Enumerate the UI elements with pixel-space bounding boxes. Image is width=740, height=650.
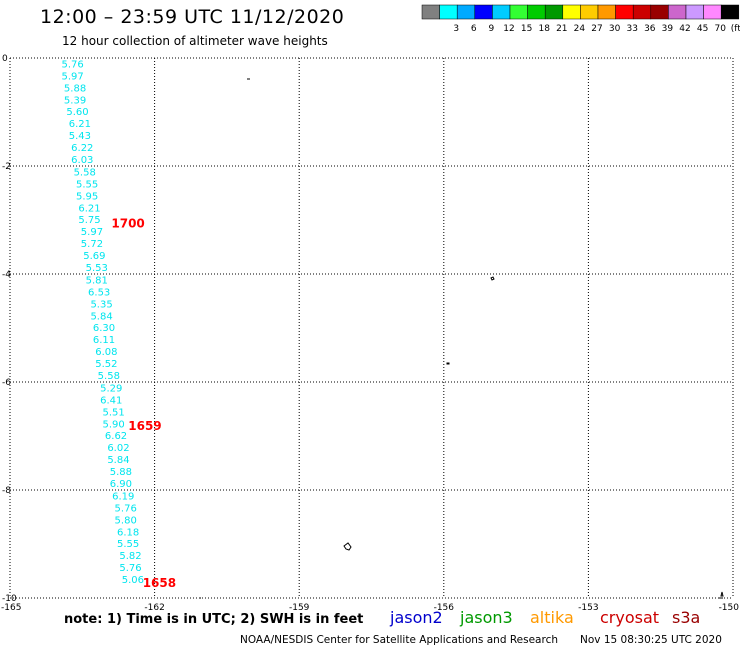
wave-height-value: 5.75: [78, 215, 100, 226]
legend-swatch: [720, 4, 740, 20]
x-tick-label: -162: [144, 603, 164, 613]
island: [343, 542, 352, 551]
legend-label: 42: [679, 24, 690, 34]
wave-height-value: 6.62: [105, 431, 127, 442]
island: [719, 591, 724, 599]
wave-height-value: 5.69: [83, 251, 105, 262]
island-outlines: [199, 78, 724, 599]
legend-label: 36: [644, 24, 656, 34]
legend-label: 39: [662, 24, 674, 34]
island: [446, 362, 450, 365]
legend-label: 33: [626, 24, 637, 34]
wave-height-value: 5.95: [76, 192, 98, 203]
generation-timestamp: Nov 15 08:30:25 UTC 2020: [580, 634, 722, 646]
wave-height-value: 6.21: [69, 119, 91, 130]
wave-height-value: 5.60: [66, 107, 88, 118]
wave-height-value: 5.76: [119, 563, 141, 574]
legend-label: 30: [609, 24, 621, 34]
y-tick-label: 0: [2, 54, 8, 64]
wave-height-value: 5.80: [115, 516, 137, 527]
credit-line: NOAA/NESDIS Center for Satellite Applica…: [240, 634, 558, 646]
wave-height-value: 5.76: [62, 59, 84, 70]
wave-height-value: 6.18: [117, 528, 139, 539]
wave-height-value: 5.81: [86, 275, 108, 286]
legend-label: 15: [521, 24, 532, 34]
wave-height-value: 5.84: [107, 455, 129, 466]
wave-height-value: 5.53: [86, 263, 108, 274]
satellite-s3a: s3a: [672, 608, 701, 627]
legend-label: 3: [453, 24, 459, 34]
wave-height-value: 6.21: [78, 204, 100, 215]
wave-height-value: 5.43: [69, 131, 91, 142]
x-tick-label: -159: [289, 603, 310, 613]
legend-label: 21: [556, 24, 567, 34]
wave-height-value: 5.76: [115, 503, 137, 514]
legend-label: 24: [574, 24, 586, 34]
map-title: 12:00 – 23:59 UTC 11/12/2020: [40, 6, 345, 28]
wave-height-value: 6.41: [100, 395, 122, 406]
wave-height-value: 5.29: [100, 383, 122, 394]
wave-height-value: 5.84: [90, 312, 112, 323]
altimeter-track: 5.765.975.885.395.606.215.436.226.035.58…: [62, 59, 145, 586]
legend-label: 45: [697, 24, 708, 34]
wave-height-value: 5.82: [119, 551, 141, 562]
satellite-jason2: jason2: [390, 608, 443, 627]
x-tick-label: -153: [578, 603, 598, 613]
x-tick-label: -150: [719, 603, 740, 613]
wave-height-value: 5.06: [122, 575, 144, 586]
wave-height-value: 6.22: [71, 143, 93, 154]
legend-label: 27: [591, 24, 602, 34]
wave-height-value: 5.52: [95, 359, 117, 370]
legend-label: 9: [489, 24, 495, 34]
y-tick-label: -6: [2, 378, 11, 388]
satellite-jason3: jason3: [460, 608, 513, 627]
wave-height-value: 5.55: [76, 179, 98, 190]
wave-height-value: 5.88: [110, 467, 132, 478]
y-tick-label: -2: [2, 162, 11, 172]
satellite-altika: altika: [530, 608, 574, 627]
wave-height-value: 5.88: [64, 84, 86, 95]
island: [490, 276, 495, 281]
wave-height-value: 5.55: [117, 539, 139, 550]
map-grid: [9, 57, 734, 599]
x-tick-label: -165: [1, 603, 21, 613]
x-tick-label: -156: [434, 603, 455, 613]
time-label: 1700: [111, 217, 144, 231]
wave-height-value: 5.58: [74, 167, 96, 178]
wave-height-value: 5.97: [62, 71, 84, 82]
satellite-cryosat: cryosat: [600, 608, 660, 627]
wave-height-value: 5.35: [90, 300, 112, 311]
wave-height-value: 5.72: [81, 239, 103, 250]
legend-label: 6: [471, 24, 477, 34]
wave-height-value: 6.90: [110, 479, 132, 490]
wave-height-value: 6.30: [93, 323, 115, 334]
wave-height-value: 5.97: [81, 227, 103, 238]
footer-note: note: 1) Time is in UTC; 2) SWH is in fe…: [64, 612, 364, 627]
map-subtitle: 12 hour collection of altimeter wave hei…: [62, 34, 328, 48]
wave-height-value: 6.08: [95, 347, 117, 358]
y-tick-label: -10: [2, 594, 17, 604]
wave-height-value: 5.58: [98, 371, 120, 382]
y-tick-label: -4: [2, 270, 11, 280]
y-tick-label: -8: [2, 486, 11, 496]
wave-height-value: 5.39: [64, 96, 86, 107]
wave-height-value: 5.90: [102, 420, 124, 431]
wave-height-value: 6.02: [107, 443, 129, 454]
wave-height-value: 5.51: [102, 408, 124, 419]
legend-label: 70: [714, 24, 726, 34]
legend-label: 12: [503, 24, 514, 34]
wave-height-value: 6.19: [112, 491, 134, 502]
wave-height-value: 6.53: [88, 287, 110, 298]
legend-label: 18: [538, 24, 550, 34]
time-label: 1658: [143, 576, 176, 590]
legend-unit: (ft): [731, 24, 740, 34]
time-label: 1659: [128, 419, 161, 433]
wave-height-value: 6.03: [71, 155, 93, 166]
wave-height-value: 6.11: [93, 335, 115, 346]
